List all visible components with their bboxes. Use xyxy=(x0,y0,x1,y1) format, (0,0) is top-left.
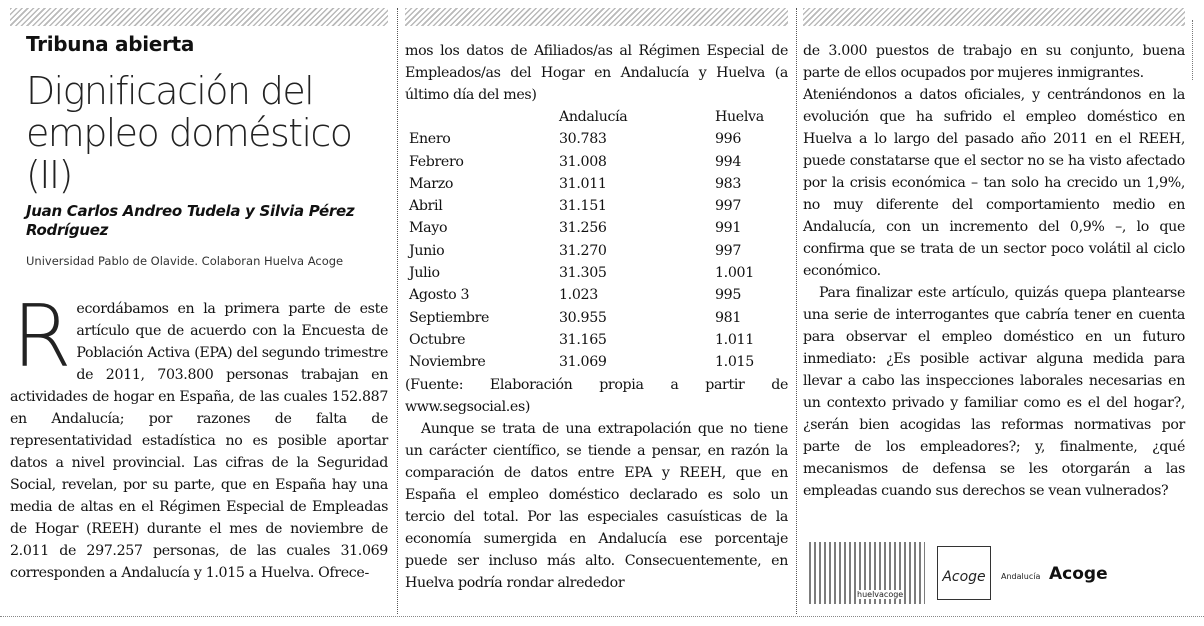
table-cell: 30.955 xyxy=(559,309,607,326)
table-row: Agosto 3 1.023 995 xyxy=(409,284,785,306)
paragraph-text: ecordábamos en la primera parte de este … xyxy=(10,301,388,581)
table-row: Mayo 31.256 991 xyxy=(409,217,785,239)
drop-cap: R xyxy=(12,287,72,387)
table-row: Junio 31.270 997 xyxy=(409,240,785,262)
table-cell: Mayo xyxy=(409,220,448,237)
table-cell: Agosto 3 xyxy=(409,287,470,304)
column-separator xyxy=(796,8,797,614)
table-cell: 981 xyxy=(715,309,742,326)
table-cell: 31.256 xyxy=(559,220,607,237)
table-cell: 991 xyxy=(715,220,742,237)
body-paragraph: Para finalizar este artículo, quizás que… xyxy=(803,285,1185,499)
table-cell: 996 xyxy=(715,131,742,148)
sponsor-logos: huelvacoge Acoge Andalucía Acoge xyxy=(809,536,1129,606)
table-row: Octubre 31.165 1.011 xyxy=(409,329,785,351)
table-cell: Abril xyxy=(409,198,443,215)
table-cell: 997 xyxy=(715,198,742,215)
table-cell: 995 xyxy=(715,287,742,304)
table-cell: Octubre xyxy=(409,331,466,348)
table-cell: 997 xyxy=(715,242,742,259)
table-cell: 983 xyxy=(715,175,742,192)
table-cell: 31.305 xyxy=(559,265,607,282)
column-header-pattern xyxy=(405,8,788,26)
table-cell: 31.151 xyxy=(559,198,607,215)
table-cell: Junio xyxy=(409,242,445,259)
table-row: Septiembre 30.955 981 xyxy=(409,307,785,329)
table-row: Noviembre 31.069 1.015 xyxy=(409,351,785,373)
column-3: de 3.000 puestos de trabajo en su conjun… xyxy=(803,8,1185,614)
column-header-pattern xyxy=(803,8,1185,26)
table-header-cell xyxy=(409,106,559,128)
acoge-emblem-logo: Acoge xyxy=(937,546,991,600)
table-cell: 30.783 xyxy=(559,131,607,148)
column-header-pattern xyxy=(10,8,388,26)
table-cell: Febrero xyxy=(409,153,464,170)
affiliates-table: Andalucía Huelva Enero 30.783 996 Febrero 3… xyxy=(409,106,785,374)
table-cell: Noviembre xyxy=(409,354,486,371)
acoge-emblem-text: Acoge xyxy=(942,569,986,585)
table-header-cell: Andalucía xyxy=(559,109,628,125)
table-row: Enero 30.783 996 xyxy=(409,128,785,150)
column-2: mos los datos de Afiliados/as al Régimen… xyxy=(405,8,788,614)
table-cell: 31.270 xyxy=(559,242,607,259)
page-edge-mark xyxy=(1192,20,1201,80)
body-paragraph: Aunque se trata de una extrapolación que… xyxy=(405,420,788,591)
table-cell: 1.011 xyxy=(715,331,754,348)
section-label: Tribuna abierta xyxy=(26,32,195,56)
table-cell: Marzo xyxy=(409,175,454,192)
table-cell: 1.001 xyxy=(715,265,754,282)
table-cell: 31.008 xyxy=(559,153,607,170)
column-1: Tribuna abierta Dignificación del empleo… xyxy=(10,8,388,614)
table-cell: 1.023 xyxy=(559,287,598,304)
column-separator xyxy=(397,8,398,614)
table-row: Febrero 31.008 994 xyxy=(409,151,785,173)
huelva-acoge-logo-text: huelvacoge xyxy=(857,590,904,599)
table-source: (Fuente: Elaboración propia a partir de … xyxy=(405,376,788,415)
table-row: Marzo 31.011 983 xyxy=(409,173,785,195)
table-cell: Enero xyxy=(409,131,451,148)
body-paragraph: de 3.000 puestos de trabajo en su conjun… xyxy=(803,43,1185,81)
table-cell: Julio xyxy=(409,265,440,282)
table-cell: 31.165 xyxy=(559,331,607,348)
table-cell: Septiembre xyxy=(409,309,490,326)
body-paragraph: mos los datos de Afiliados/as al Régimen… xyxy=(405,43,788,103)
author-affiliation: Universidad Pablo de Olavide. Colaboran … xyxy=(26,254,344,268)
table-row: Abril 31.151 997 xyxy=(409,195,785,217)
table-cell: 1.015 xyxy=(715,354,754,371)
table-header-cell: Huelva xyxy=(715,109,764,125)
table-header-row: Andalucía Huelva xyxy=(409,106,785,128)
article-authors: Juan Carlos Andreo Tudela y Silvia Pérez… xyxy=(26,202,355,239)
table-cell: 994 xyxy=(715,153,742,170)
andalucia-acoge-logo-small: Andalucía xyxy=(1001,572,1041,581)
table-cell: 31.011 xyxy=(559,175,607,192)
andalucia-acoge-logo-big: Acoge xyxy=(1049,564,1108,584)
article-headline: Dignificación del empleo doméstico (II) xyxy=(26,69,353,197)
page-bottom-rule xyxy=(0,616,1204,617)
table-row: Julio 31.305 1.001 xyxy=(409,262,785,284)
table-cell: 31.069 xyxy=(559,354,607,371)
body-paragraph: Ateniéndonos a datos oficiales, y centrá… xyxy=(803,87,1185,279)
